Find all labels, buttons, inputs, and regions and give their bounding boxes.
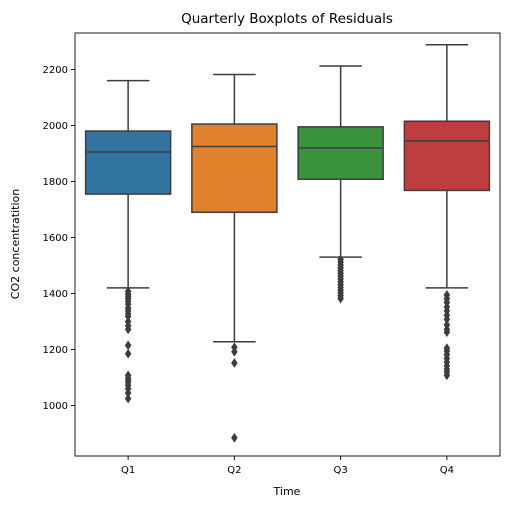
outlier-point — [124, 348, 132, 359]
y-axis: 1000 1200 1400 1600 1800 2000 2200 — [43, 65, 75, 412]
iqr-box — [191, 123, 278, 214]
y-tick-label: 2000 — [43, 121, 68, 132]
outlier-point — [443, 370, 451, 381]
y-tick-label: 1800 — [43, 177, 68, 188]
outlier-point — [231, 432, 238, 443]
y-tick-label: 1000 — [43, 401, 68, 412]
outlier-point — [124, 324, 132, 335]
box-group-q4 — [403, 44, 491, 381]
x-tick-label: Q4 — [440, 465, 454, 476]
outlier-point — [231, 358, 238, 368]
outlier-point — [337, 293, 344, 304]
plot-area — [74, 32, 501, 457]
outlier-point — [124, 340, 132, 351]
x-tick-label: Q1 — [121, 465, 135, 476]
chart-title: Quarterly Boxplots of Residuals — [181, 11, 393, 27]
y-tick-label: 2200 — [43, 65, 68, 76]
y-axis-label: CO2 concentratition — [9, 189, 22, 299]
box-group-q1 — [84, 79, 172, 404]
box-group-q3 — [297, 65, 384, 304]
iqr-box — [84, 130, 172, 195]
outlier-point — [443, 327, 451, 338]
y-tick-label: 1200 — [43, 345, 68, 356]
outlier-point — [231, 346, 238, 357]
x-tick-label: Q2 — [227, 465, 241, 476]
y-tick-label: 1600 — [43, 233, 68, 244]
x-axis: Q1 Q2 Q3 Q4 — [121, 456, 454, 476]
y-tick-label: 1400 — [43, 289, 68, 300]
box-group-q2 — [191, 73, 278, 443]
iqr-box — [297, 126, 384, 180]
x-axis-label: Time — [273, 485, 301, 498]
iqr-box — [403, 120, 491, 192]
plot-frame — [74, 32, 501, 457]
x-tick-label: Q3 — [334, 465, 348, 476]
outlier-point — [124, 393, 132, 404]
